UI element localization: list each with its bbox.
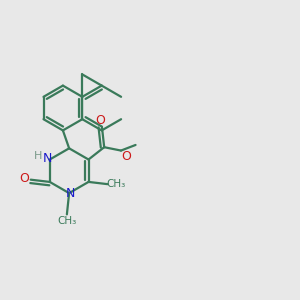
- Text: O: O: [19, 172, 29, 184]
- Text: N: N: [66, 187, 75, 200]
- Text: CH₃: CH₃: [106, 178, 125, 188]
- Text: CH₃: CH₃: [57, 216, 76, 226]
- Text: N: N: [43, 152, 52, 165]
- Text: H: H: [34, 152, 42, 161]
- Text: O: O: [95, 114, 105, 127]
- Text: O: O: [122, 150, 131, 163]
